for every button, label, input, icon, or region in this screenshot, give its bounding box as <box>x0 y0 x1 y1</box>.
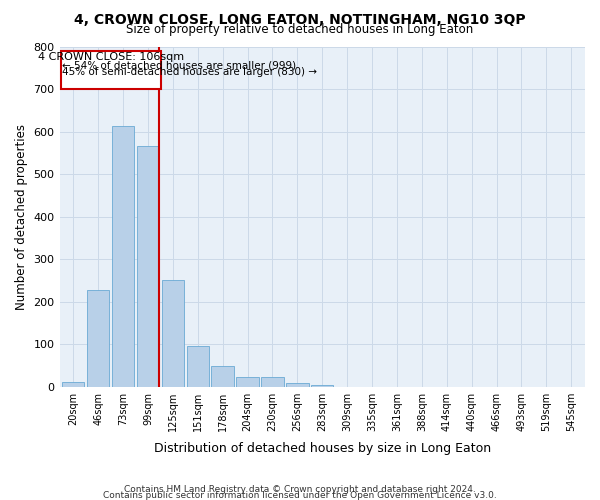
Text: 45% of semi-detached houses are larger (830) →: 45% of semi-detached houses are larger (… <box>62 67 317 77</box>
Bar <box>161 280 184 386</box>
Bar <box>187 346 209 387</box>
Text: Contains HM Land Registry data © Crown copyright and database right 2024.: Contains HM Land Registry data © Crown c… <box>124 485 476 494</box>
Bar <box>112 126 134 386</box>
Text: Contains public sector information licensed under the Open Government Licence v3: Contains public sector information licen… <box>103 491 497 500</box>
Text: 4, CROWN CLOSE, LONG EATON, NOTTINGHAM, NG10 3QP: 4, CROWN CLOSE, LONG EATON, NOTTINGHAM, … <box>74 12 526 26</box>
Y-axis label: Number of detached properties: Number of detached properties <box>15 124 28 310</box>
Bar <box>137 146 159 386</box>
FancyBboxPatch shape <box>61 51 161 89</box>
Text: Size of property relative to detached houses in Long Eaton: Size of property relative to detached ho… <box>127 22 473 36</box>
X-axis label: Distribution of detached houses by size in Long Eaton: Distribution of detached houses by size … <box>154 442 491 455</box>
Text: 4 CROWN CLOSE: 106sqm: 4 CROWN CLOSE: 106sqm <box>38 52 184 62</box>
Bar <box>87 290 109 386</box>
Bar <box>286 384 308 386</box>
Bar <box>261 378 284 386</box>
Bar <box>62 382 85 386</box>
Bar <box>211 366 234 386</box>
Bar <box>236 378 259 386</box>
Text: ← 54% of detached houses are smaller (999): ← 54% of detached houses are smaller (99… <box>62 60 296 70</box>
